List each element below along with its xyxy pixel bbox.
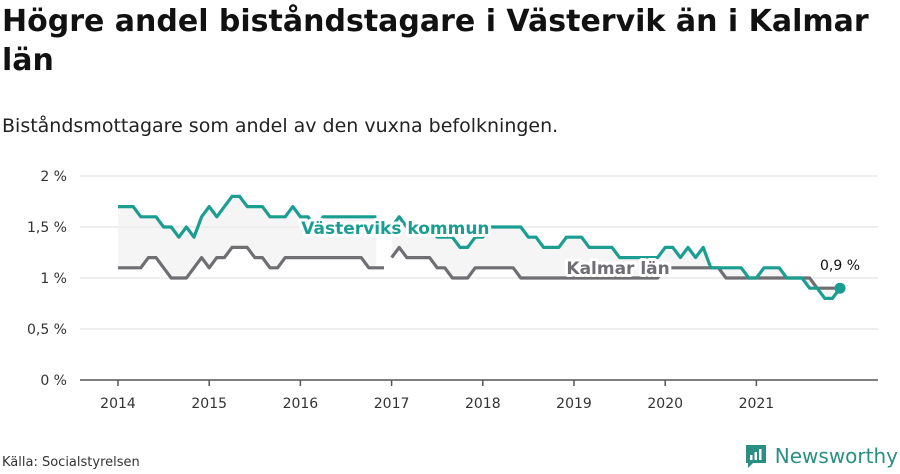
vastervik-series-line <box>118 194 377 239</box>
vastervik-series-label: Västerviks kommun <box>301 219 489 239</box>
x-tick-label: 2016 <box>283 396 319 412</box>
brand-name: Newsworthy <box>774 444 898 468</box>
x-axis: 2014 2015 2016 2017 2018 2019 2020 2021 <box>80 379 878 412</box>
x-tick-label: 2015 <box>191 396 227 412</box>
y-tick-label: 1,5 % <box>27 220 67 236</box>
end-value-label: 0,9 % <box>820 258 860 274</box>
vastervik-series-line <box>390 215 842 300</box>
vastervik-end-point <box>834 282 846 294</box>
x-tick-label: 2017 <box>374 396 410 412</box>
kalmar-series-line <box>390 245 840 290</box>
newsworthy-logo-icon <box>745 445 766 468</box>
x-tick-label: 2020 <box>647 396 683 412</box>
y-tick-label: 1 % <box>40 271 67 287</box>
series-lines <box>118 194 846 300</box>
x-tick-label: 2021 <box>739 396 775 412</box>
x-tick-label: 2014 <box>100 396 136 412</box>
y-tick-label: 2 % <box>40 169 67 185</box>
vastervik-label-halo: Västerviks kommun <box>301 219 489 239</box>
x-tick-label: 2018 <box>465 396 501 412</box>
y-tick-label: 0 % <box>40 373 67 389</box>
source-note: Källa: Socialstyrelsen <box>2 455 140 470</box>
chart-subtitle: Biståndsmottagare som andel av den vuxna… <box>2 115 559 137</box>
x-tick-label: 2019 <box>556 396 592 412</box>
gap-band <box>118 196 840 299</box>
chart-title: Högre andel biståndstagare i Västervik ä… <box>2 4 869 78</box>
brand-logo: Newsworthy <box>744 441 898 471</box>
kalmar-series-line <box>118 245 384 280</box>
y-tick-label: 0,5 % <box>27 322 67 338</box>
kalmar-label-halo: Kalmar län <box>566 259 669 279</box>
line-chart: 0 % 0,5 % 1 % 1,5 % 2 % 2014 2015 2016 2017 2018… <box>27 169 878 412</box>
kalmar-series-label: Kalmar län <box>566 259 669 279</box>
